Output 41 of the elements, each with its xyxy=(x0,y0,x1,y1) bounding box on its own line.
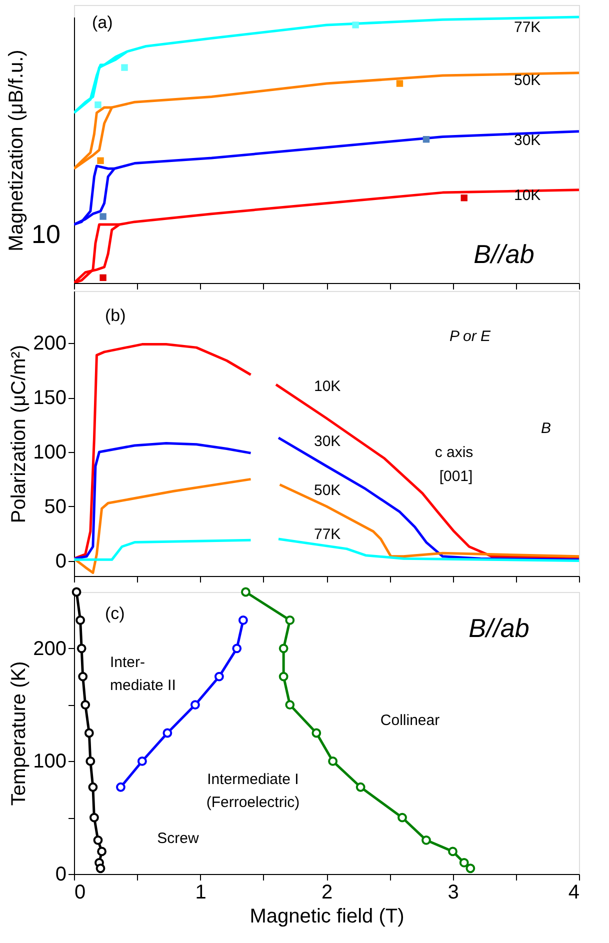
annotation: (Ferroelectric) xyxy=(206,794,300,811)
x-tick-label: 1 xyxy=(195,882,206,904)
y-tick-label: 50 xyxy=(44,496,66,518)
text: 10 xyxy=(32,219,60,249)
annotation: (c) xyxy=(105,604,125,623)
annotation: mediate II xyxy=(110,677,176,694)
y-tick-label: 200 xyxy=(33,638,66,660)
annotation: Collinear xyxy=(380,712,440,729)
x-tick-label: 0 xyxy=(74,882,86,904)
x-axis-title: Magnetic field (T) xyxy=(250,906,404,928)
series-label: 50K xyxy=(314,482,341,499)
annotation: Intermediate I xyxy=(207,771,299,788)
annotation: B//ab xyxy=(468,613,530,643)
series-label: 10K xyxy=(314,378,341,395)
series-label: 30K xyxy=(314,433,341,450)
annotation: Screw xyxy=(157,830,199,847)
annotation: Inter- xyxy=(110,654,146,671)
y-tick-label: 100 xyxy=(33,750,66,773)
y-tick-label: 100 xyxy=(33,441,66,464)
y-axis-title: Polarization (μC/m²) xyxy=(8,344,30,524)
series-label: 10K xyxy=(514,187,541,204)
annotation: B xyxy=(540,420,552,437)
annotation: B//ab xyxy=(474,239,534,269)
series-label: 77K xyxy=(514,19,541,36)
y-tick-label: 0 xyxy=(55,864,66,886)
series-label: 30K xyxy=(514,132,541,149)
y-axis-title: Temperature (K) xyxy=(8,661,30,806)
x-tick-label: 3 xyxy=(448,882,459,904)
y-axis-title: Magnetization (μB/f.u.) xyxy=(6,50,28,252)
annotation: (a) xyxy=(92,13,113,32)
annotation: [001] xyxy=(439,468,473,485)
annotation: c axis xyxy=(434,444,474,461)
annotation: P or E xyxy=(449,328,492,345)
x-tick-label: 4 xyxy=(568,882,580,904)
x-tick-label: 2 xyxy=(321,882,333,904)
series-label: 50K xyxy=(514,72,541,89)
annotation: (b) xyxy=(105,306,126,325)
y-tick-label: 150 xyxy=(33,387,66,410)
y-tick-label: 0 xyxy=(55,550,66,572)
y-tick-label: 200 xyxy=(33,332,66,355)
series-label: 77K xyxy=(314,526,341,543)
